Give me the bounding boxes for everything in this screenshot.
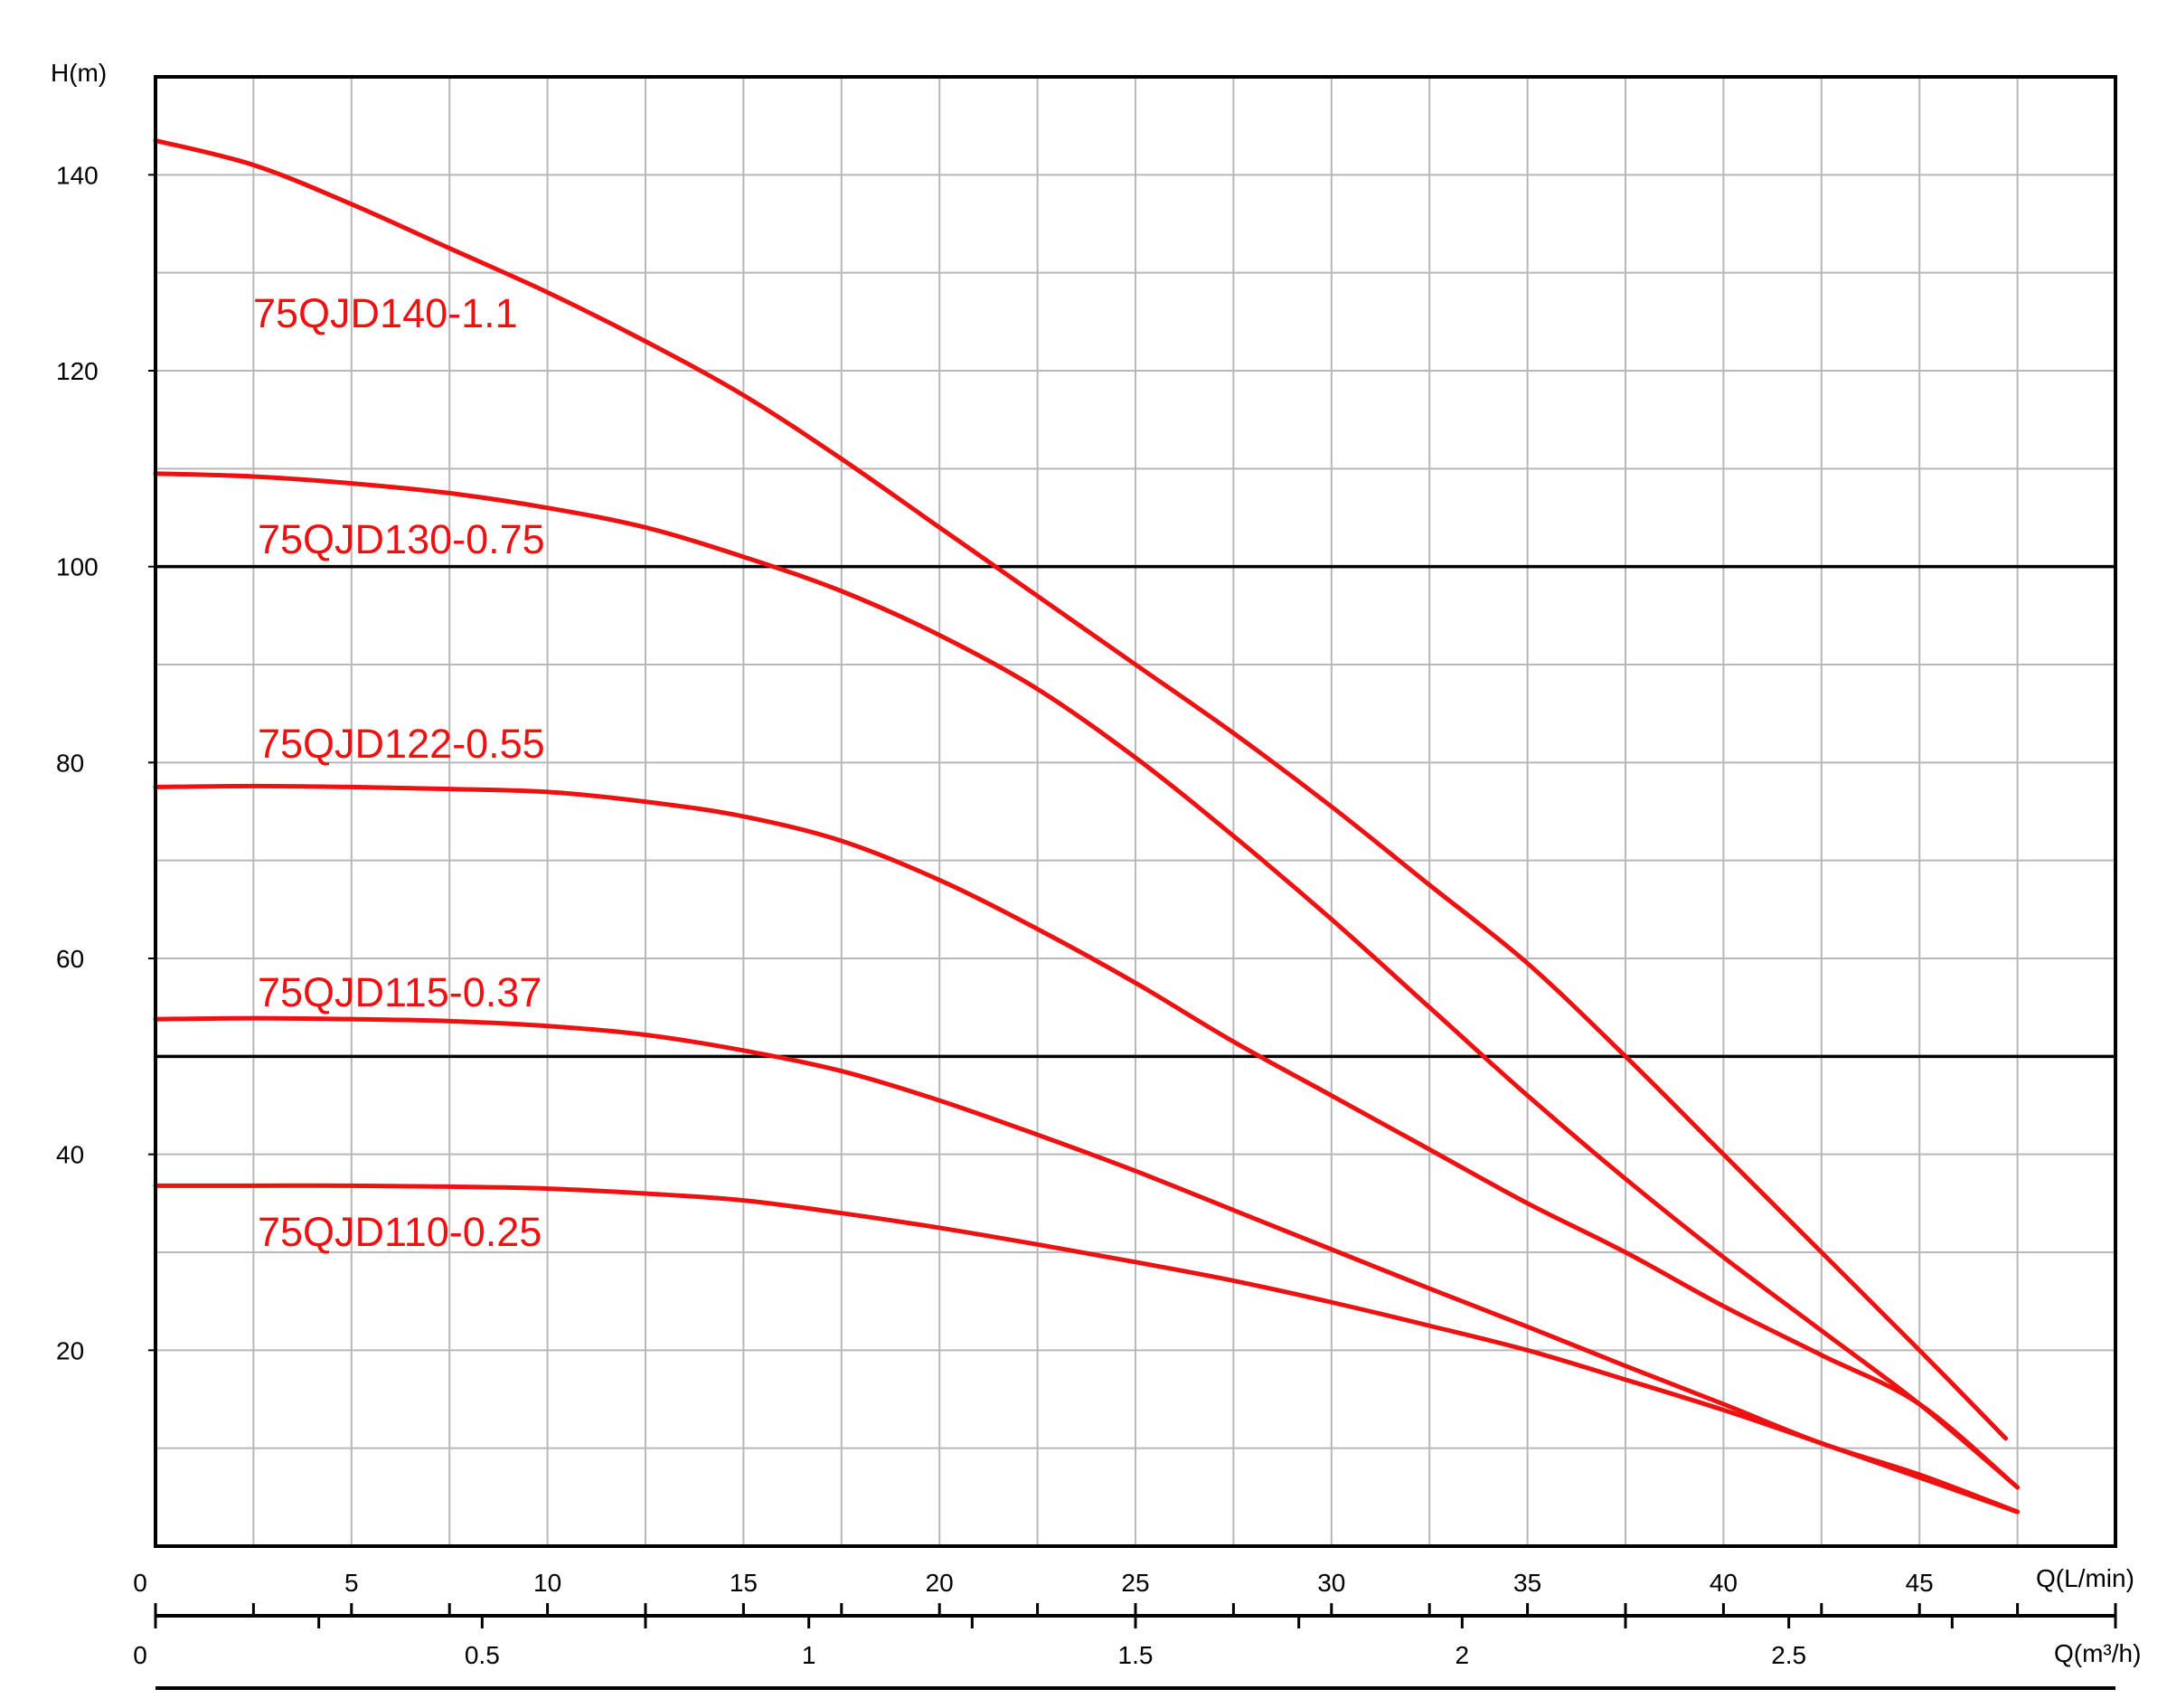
series-label-75qjd130-0.75: 75QJD130-0.75 — [258, 516, 545, 562]
series-curve-75qjd140-1.1 — [153, 137, 2009, 1441]
series-curve-75qjd115-0.37 — [153, 1015, 2021, 1515]
bold-reference-lines — [155, 564, 2115, 1059]
y-axis-title: H(m) — [51, 59, 107, 87]
x-axis-title-m3h: Q(m³/h) — [2054, 1639, 2141, 1667]
x-tick-label-lpm: 30 — [1317, 1569, 1345, 1597]
series-label-75qjd122-0.55: 75QJD122-0.55 — [258, 721, 545, 767]
y-tick-label: 100 — [56, 553, 99, 581]
series-label-75qjd140-1.1: 75QJD140-1.1 — [253, 290, 518, 336]
x-tick-label-lpm: 25 — [1121, 1569, 1149, 1597]
plot-border — [154, 75, 2117, 1548]
series-labels: 75QJD140-1.1 75QJD130-0.75 75QJD122-0.55 75… — [253, 290, 545, 1255]
x-tick-label-lpm: 45 — [1906, 1569, 1934, 1597]
x-tick-label-m3h: 0 — [133, 1641, 147, 1669]
x-tick-label-m3h: 0.5 — [465, 1641, 500, 1669]
y-tick-label: 80 — [56, 749, 84, 777]
plot-frame — [154, 75, 2117, 1548]
series-curves — [153, 137, 2021, 1515]
x-tick-label-m3h: 2.5 — [1771, 1641, 1806, 1669]
x-tick-label-lpm: 40 — [1710, 1569, 1738, 1597]
x-tick-label-lpm: 5 — [344, 1569, 359, 1597]
series-curve-75qjd122-0.55 — [153, 783, 2021, 1490]
x-tick-label-lpm: 0 — [133, 1569, 147, 1597]
y-tick-label: 20 — [56, 1336, 84, 1364]
y-tick-label: 60 — [56, 945, 84, 973]
x-tick-label-lpm: 20 — [926, 1569, 954, 1597]
series-label-75qjd110-0.25: 75QJD110-0.25 — [258, 1209, 542, 1255]
y-tick-label: 40 — [56, 1141, 84, 1169]
y-tick-label: 140 — [56, 161, 99, 189]
series-curve-75qjd110-0.25 — [153, 1183, 2021, 1515]
x-axis-title-lpm: Q(L/min) — [2036, 1564, 2134, 1592]
x-tick-label-lpm: 15 — [730, 1569, 758, 1597]
series-curve-75qjd130-0.75 — [153, 471, 2021, 1490]
x-tick-label-m3h: 2 — [1456, 1641, 1470, 1669]
series-label-75qjd115-0.37: 75QJD115-0.37 — [258, 969, 542, 1015]
x-tick-label-lpm: 10 — [533, 1569, 561, 1597]
x-tick-label-lpm: 35 — [1513, 1569, 1541, 1597]
y-tick-label: 120 — [56, 357, 99, 385]
x-tick-label-m3h: 1 — [802, 1641, 816, 1669]
x-tick-label-m3h: 1.5 — [1118, 1641, 1154, 1669]
